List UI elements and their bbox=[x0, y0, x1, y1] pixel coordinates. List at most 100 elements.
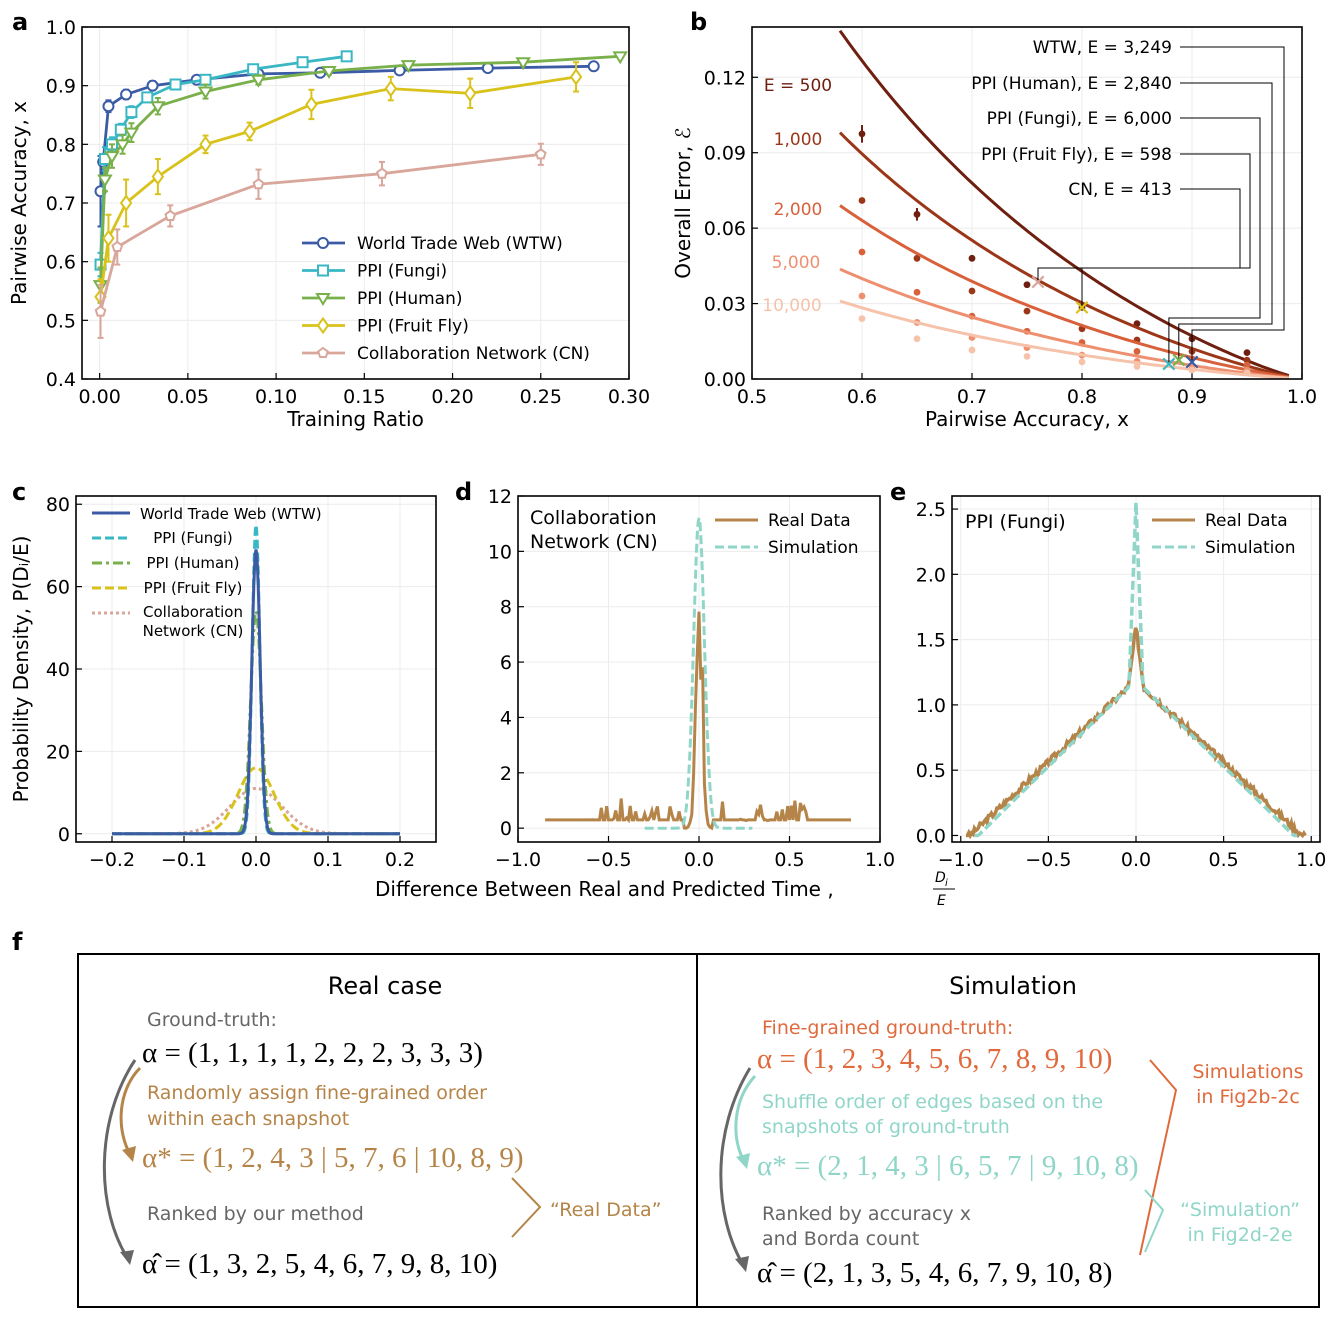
a-point-fruitfly bbox=[243, 122, 256, 141]
b-ytick-label: 0.00 bbox=[704, 369, 746, 391]
a-point-fruitfly bbox=[151, 167, 165, 186]
b-sim-point-e5000 bbox=[858, 292, 866, 300]
b-sim-point-e2000 bbox=[1243, 361, 1251, 369]
panel-label-c: c bbox=[12, 478, 26, 506]
panel-label-f: f bbox=[12, 928, 23, 956]
real-data-tag: “Real Data” bbox=[550, 1199, 661, 1221]
d-ytick-label: 2 bbox=[500, 763, 512, 785]
b-ytick-label: 0.03 bbox=[704, 294, 746, 316]
b-dataset-label-fungi: PPI (Fungi), E = 6,000 bbox=[987, 109, 1172, 129]
e-xtick-label: 0.0 bbox=[1121, 849, 1151, 871]
b-dataset-marker-wtw: ✕ bbox=[1183, 351, 1201, 376]
a-point-fruitfly bbox=[569, 68, 583, 86]
d-line-sim bbox=[644, 517, 753, 830]
d-ytick-label: 6 bbox=[500, 652, 512, 674]
b-connector-wtw bbox=[1180, 46, 1285, 362]
b-sim-point-e10000 bbox=[1078, 358, 1086, 366]
e-line-real bbox=[965, 627, 1307, 840]
a-legend-marker-fungi bbox=[317, 264, 329, 277]
a-legend-marker-cn bbox=[317, 346, 329, 358]
b-sim-point-e500 bbox=[968, 254, 976, 262]
a-ytick-label: 0.5 bbox=[46, 310, 76, 332]
b-curve-label-e10000: 10,000 bbox=[762, 296, 821, 316]
b-xtick-label: 1.0 bbox=[1287, 386, 1317, 408]
c-ytick-label: 20 bbox=[46, 741, 70, 763]
d-frame bbox=[517, 495, 881, 843]
a-point-fruitfly bbox=[199, 135, 212, 154]
a-legend-label-cn: Collaboration Network (CN) bbox=[357, 344, 590, 364]
c-legend-label-fruitfly: PPI (Fruit Fly) bbox=[144, 579, 243, 597]
simulation-tag-line-1: “Simulation” bbox=[1180, 1199, 1300, 1221]
b-sim-point-e2000 bbox=[858, 248, 866, 256]
ground-truth-label: Ground-truth: bbox=[147, 1009, 277, 1031]
e-xtick-label: 0.5 bbox=[1209, 849, 1239, 871]
panel-d-chart: −1.0 −0.5 0.0 0.5 1.0 0 2 4 6 8 10 12 CollaborationN… bbox=[488, 486, 895, 871]
a-xtick-label: 0.20 bbox=[431, 386, 473, 408]
a-point-cn bbox=[252, 177, 265, 190]
c-frame bbox=[75, 495, 437, 843]
panel-a-chart: 0.00 0.05 0.10 0.15 0.20 0.25 0.30 0.4 0.5 0.6 0.7… bbox=[7, 17, 650, 431]
a-legend-marker-human bbox=[315, 293, 331, 306]
a-ytick-label: 0.9 bbox=[46, 76, 76, 98]
b-sim-point-e1000 bbox=[1023, 307, 1031, 315]
c-legend-label-cn-1: Collaboration bbox=[143, 603, 243, 621]
d-xtick-label: 0.0 bbox=[684, 849, 714, 871]
b-connector-human bbox=[1178, 82, 1273, 361]
b-sim-point-e500 bbox=[1243, 349, 1251, 356]
b-curve-e500 bbox=[838, 29, 1290, 378]
panel-label-b: b bbox=[690, 8, 707, 36]
b-sim-point-e2000 bbox=[913, 288, 921, 296]
b-dataset-marker-fungi: ✕ bbox=[1160, 353, 1178, 378]
b-ytick-label: 0.09 bbox=[704, 143, 746, 165]
alpha-sim: α = (1, 2, 3, 4, 5, 6, 7, 8, 9, 10) bbox=[757, 1043, 1112, 1075]
a-point-fungi bbox=[141, 91, 154, 104]
assign-line-1: Randomly assign fine-grained order bbox=[147, 1082, 487, 1104]
alpha-hat-real: α̂ = (1, 3, 2, 5, 4, 6, 7, 9, 8, 10) bbox=[142, 1248, 497, 1280]
e-xtick-label: 1.0 bbox=[1296, 849, 1326, 871]
a-point-fungi bbox=[296, 56, 309, 69]
b-ytick-label: 0.06 bbox=[704, 218, 746, 240]
a-xtick-label: 0.10 bbox=[255, 386, 297, 408]
arrowhead-brown-left bbox=[122, 1146, 136, 1162]
a-point-wtw bbox=[120, 88, 133, 101]
e-ytick-label: 0.5 bbox=[916, 760, 946, 782]
frac-denominator: E bbox=[937, 893, 946, 909]
a-point-human bbox=[104, 151, 120, 165]
c-ylabel: Probability Density, P(Dᵢ/E) bbox=[9, 536, 33, 803]
alpha-real: α = (1, 1, 1, 1, 2, 2, 2, 3, 3, 3) bbox=[142, 1037, 483, 1069]
a-xtick-label: 0.25 bbox=[520, 386, 562, 408]
e-ytick-label: 1.5 bbox=[916, 630, 946, 652]
b-curve-e2000 bbox=[839, 204, 1290, 379]
b-connector-fruitfly bbox=[1081, 153, 1251, 308]
b-sim-point-e500 bbox=[1023, 281, 1031, 289]
b-curve-label-e5000: 5,000 bbox=[772, 253, 821, 273]
simulation-bracket bbox=[1144, 1189, 1165, 1253]
b-sim-point-e10000 bbox=[1243, 369, 1251, 377]
a-xtick-label: 0.05 bbox=[167, 386, 209, 408]
a-point-human bbox=[250, 74, 267, 88]
b-sim-point-e500 bbox=[1078, 303, 1086, 311]
b-sim-point-e10000 bbox=[858, 315, 866, 323]
a-xtick-label: 0.15 bbox=[343, 386, 385, 408]
a-legend-label-human: PPI (Human) bbox=[357, 289, 463, 309]
sims-line-1: Simulations bbox=[1192, 1061, 1303, 1083]
shared-xlabel: Difference Between Real and Predicted Ti… bbox=[375, 877, 834, 901]
d-ytick-label: 10 bbox=[488, 541, 512, 563]
b-xtick-label: 0.7 bbox=[957, 386, 987, 408]
a-legend-label-fruitfly: PPI (Fruit Fly) bbox=[357, 317, 469, 337]
a-ytick-label: 1.0 bbox=[46, 17, 76, 39]
b-sim-point-e1000 bbox=[858, 197, 866, 204]
panel-e-chart: −1.0 −0.5 0.0 0.5 1.0 0.0 0.5 1.0 1.5 2.0 2.5 PPI (… bbox=[916, 495, 1326, 871]
sims-bracket bbox=[1139, 1059, 1178, 1256]
e-line-sim bbox=[974, 502, 1298, 838]
a-legend-label-wtw: World Trade Web (WTW) bbox=[357, 234, 563, 254]
alpha-star-real: α* = (1, 2, 4, 3 | 5, 7, 6 | 10, 8, 9) bbox=[142, 1142, 523, 1174]
a-point-human bbox=[114, 139, 131, 153]
arrow-gray-right bbox=[719, 1067, 752, 1269]
b-sim-point-e1000 bbox=[1243, 356, 1251, 364]
b-ylabel: Overall Error, ℰ bbox=[671, 127, 695, 278]
b-frame bbox=[751, 26, 1303, 380]
d-ytick-label: 0 bbox=[500, 818, 512, 840]
c-legend-label-cn-2: Network (CN) bbox=[143, 622, 244, 640]
b-xtick-label: 0.9 bbox=[1177, 386, 1207, 408]
